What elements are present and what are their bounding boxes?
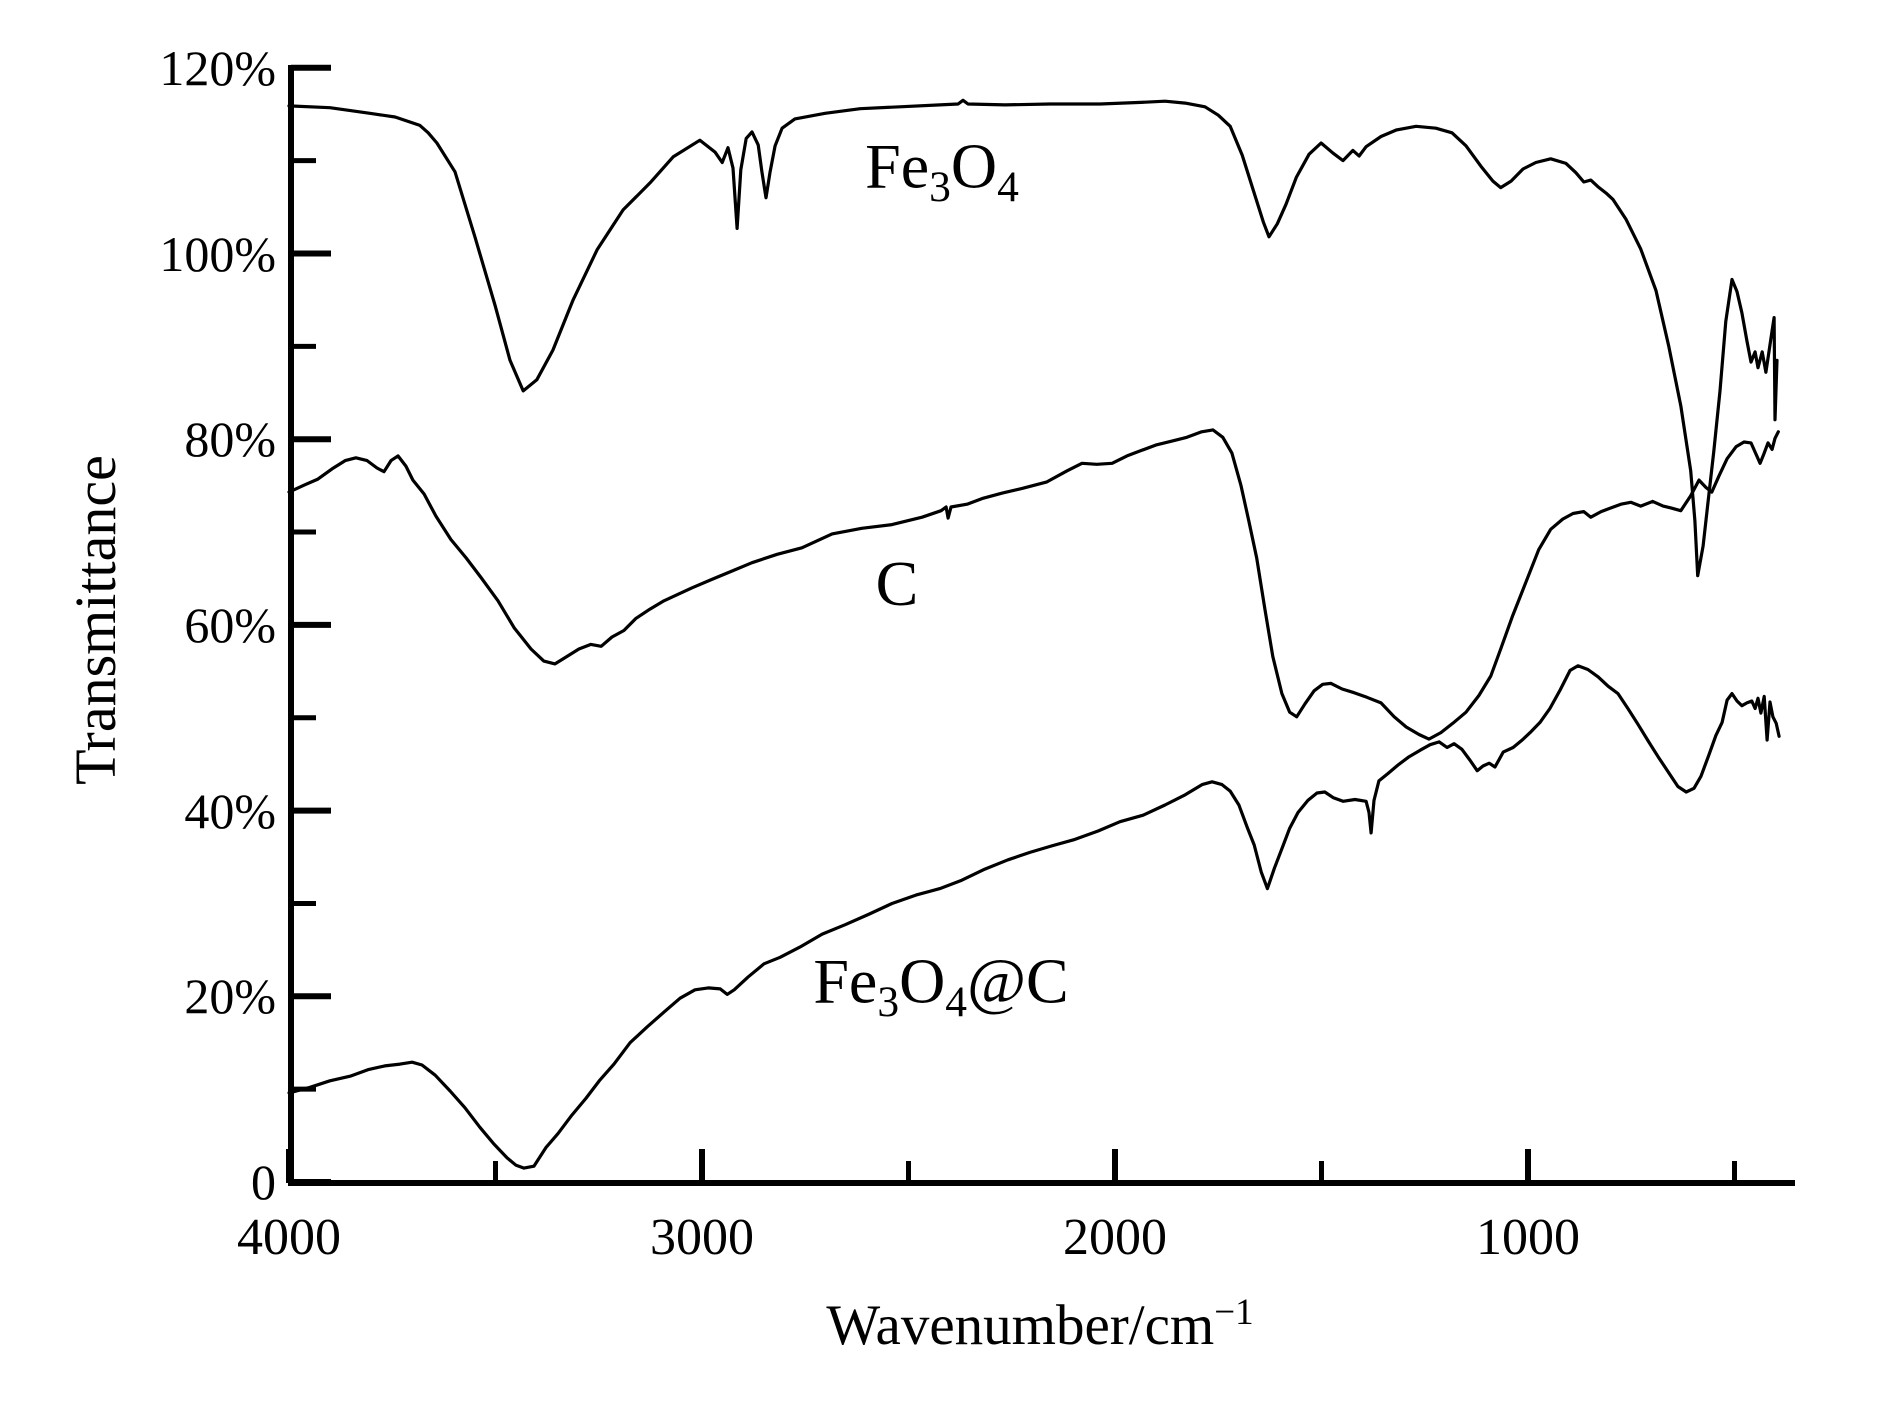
series-label-fe3o4c-suffix: @C xyxy=(967,945,1069,1017)
series-curve-fe3o4 xyxy=(287,98,1779,578)
y-axis-title: Transmittance xyxy=(63,455,128,785)
x-axis-title-base: Wavenumber/cm xyxy=(826,1294,1215,1357)
x-tick-label: 2000 xyxy=(1063,1209,1167,1266)
series-label-fe3o4c-sub3: 3 xyxy=(877,978,900,1027)
series-label-fe3o4-sub4: 4 xyxy=(997,163,1019,212)
y-tick-label: 100% xyxy=(159,225,276,282)
x-tick-label: 3000 xyxy=(650,1209,754,1266)
series-label-fe3o4-text: Fe xyxy=(865,130,930,202)
y-tick-label: 120% xyxy=(159,39,276,96)
x-tick-label: 4000 xyxy=(237,1209,341,1266)
series-curve-c xyxy=(287,428,1780,741)
series-label-fe3o4c-o: O xyxy=(899,945,946,1017)
series-label-fe3o4c-text: Fe xyxy=(813,945,878,1017)
series-label-fe3o4: Fe3O4 xyxy=(865,134,1019,209)
y-tick-label: 20% xyxy=(184,968,276,1025)
x-tick-label: 1000 xyxy=(1476,1209,1580,1266)
y-tick-label: 0 xyxy=(251,1154,276,1210)
series-label-fe3o4-at-c: Fe3O4@C xyxy=(813,949,1068,1024)
y-tick-label: 80% xyxy=(184,411,276,468)
series-curve-fe3o4-c xyxy=(287,664,1781,1170)
series-label-fe3o4c-sub4: 4 xyxy=(945,978,968,1027)
series-label-fe3o4-sub3: 3 xyxy=(929,163,951,212)
series-label-c-text: C xyxy=(875,548,919,619)
y-tick-label: 60% xyxy=(184,596,276,653)
x-axis-title-exponent: −1 xyxy=(1214,1292,1254,1333)
series-label-c: C xyxy=(876,552,919,616)
y-tick-label: 40% xyxy=(184,782,276,839)
series-label-fe3o4-o: O xyxy=(950,130,998,202)
x-axis-title: Wavenumber/cm−1 xyxy=(826,1294,1253,1354)
